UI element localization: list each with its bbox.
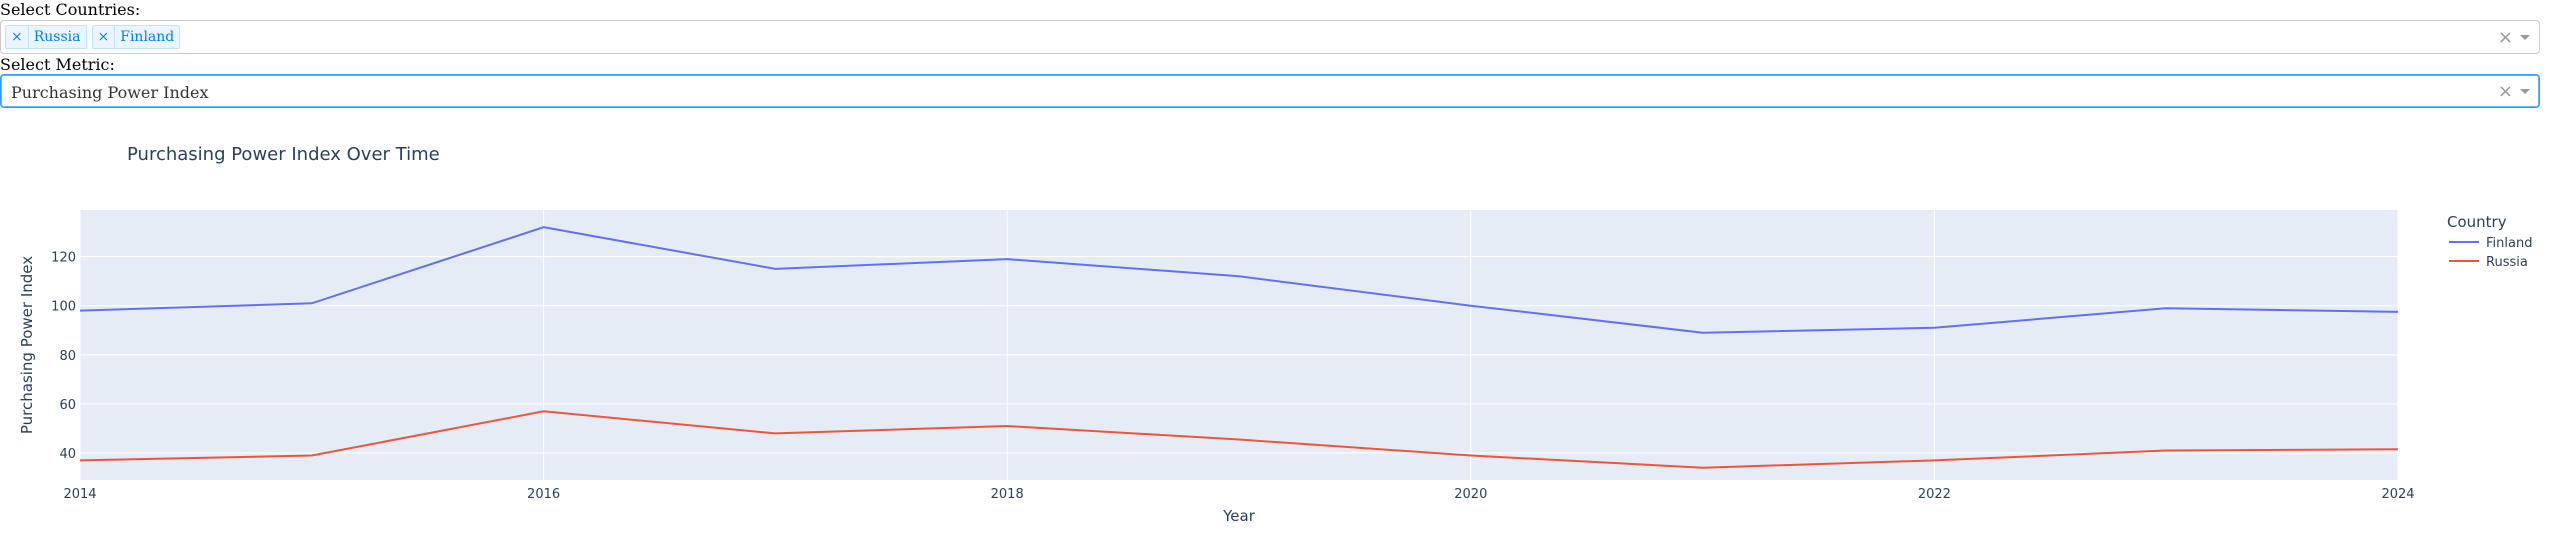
series-line-russia xyxy=(79,410,2399,469)
clear-metric-icon[interactable]: × xyxy=(2497,81,2513,102)
x-tick-label: 2024 xyxy=(2381,487,2414,502)
grid-lines xyxy=(79,210,2399,480)
y-tick-label: 100 xyxy=(51,300,76,315)
x-tick-label: 2018 xyxy=(991,487,1024,502)
y-axis: 40 60 80 100 120 xyxy=(51,251,76,462)
chevron-down-icon[interactable] xyxy=(2520,89,2530,94)
series-line-finland xyxy=(79,226,2399,334)
remove-russia-icon[interactable]: × xyxy=(6,26,29,48)
y-axis-label: Purchasing Power Index xyxy=(18,256,36,434)
country-tag-label: Russia xyxy=(33,29,81,45)
metric-label: Select Metric: xyxy=(0,55,115,74)
country-tag-finland: × Finland xyxy=(91,25,181,49)
x-tick-label: 2020 xyxy=(1454,487,1487,502)
x-tick-label: 2022 xyxy=(1918,487,1951,502)
x-axis: 2014 2016 2018 2020 2022 2024 xyxy=(63,487,2414,502)
y-tick-label: 80 xyxy=(59,349,76,364)
chevron-down-icon[interactable] xyxy=(2520,35,2530,40)
countries-label: Select Countries: xyxy=(0,0,141,19)
y-tick-label: 40 xyxy=(59,447,76,462)
metric-selected-value: Purchasing Power Index xyxy=(11,83,209,102)
clear-countries-icon[interactable]: × xyxy=(2497,27,2513,48)
y-tick-label: 120 xyxy=(51,251,76,266)
legend-title: Country xyxy=(2447,213,2507,231)
x-tick-label: 2016 xyxy=(527,487,560,502)
x-axis-label: Year xyxy=(1222,507,1256,525)
series-group xyxy=(79,226,2399,469)
legend-item-finland[interactable]: Finland xyxy=(2486,236,2532,251)
countries-select[interactable]: × Russia × Finland × xyxy=(0,20,2540,54)
metric-select[interactable]: Purchasing Power Index × xyxy=(0,74,2540,108)
chart-title: Purchasing Power Index Over Time xyxy=(127,144,440,165)
country-tag-label: Finland xyxy=(120,29,175,45)
x-tick-label: 2014 xyxy=(63,487,96,502)
legend-item-russia[interactable]: Russia xyxy=(2486,255,2528,270)
plot-area xyxy=(80,210,2398,480)
y-tick-label: 60 xyxy=(59,398,76,413)
remove-finland-icon[interactable]: × xyxy=(93,26,116,48)
country-tag-russia: × Russia xyxy=(5,25,87,49)
line-chart: Purchasing Power Index Over Time 40 60 80 1… xyxy=(18,144,2532,525)
legend: Country Finland Russia xyxy=(2447,213,2532,270)
